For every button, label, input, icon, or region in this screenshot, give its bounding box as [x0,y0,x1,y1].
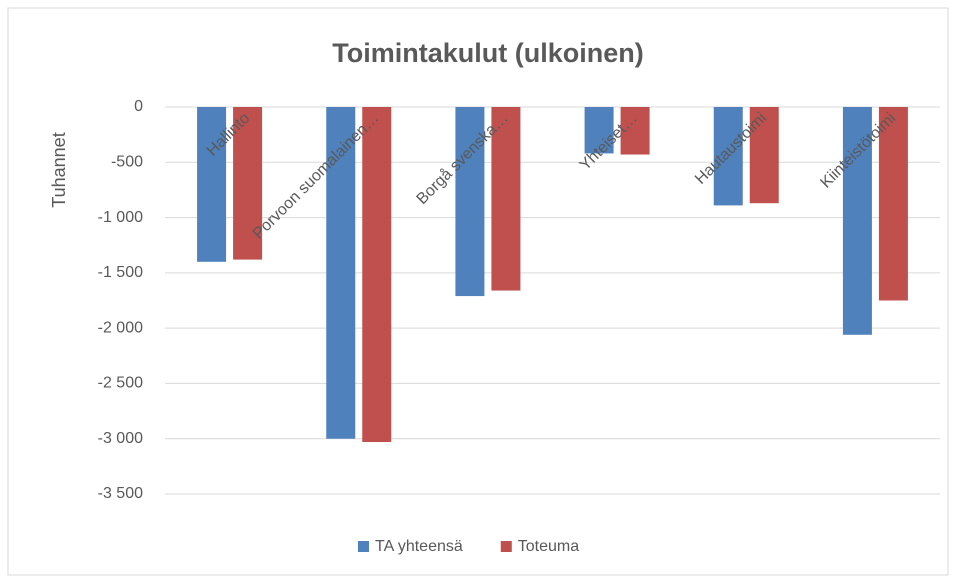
y-tick-label: -1 500 [98,264,143,281]
legend-swatch [500,541,512,552]
y-tick-label: -3 500 [98,485,143,502]
y-tick-label: -2 500 [98,375,143,392]
legend-label: Toteuma [518,538,579,555]
legend-swatch [358,541,369,552]
bar [620,107,650,155]
y-tick-label: -2 000 [98,319,143,336]
bar [584,107,614,154]
y-tick-label: -500 [111,154,143,171]
bar [842,107,872,335]
chart-title: Toimintakulut (ulkoinen) [332,38,643,68]
bar [233,107,263,260]
bar [362,107,392,443]
bar [455,107,485,297]
y-tick-label: -3 000 [98,430,143,447]
bar [197,107,227,262]
bar [749,107,779,204]
bar [491,107,521,291]
bar [878,107,908,301]
bar [326,107,356,439]
y-tick-label: 0 [134,98,143,115]
y-tick-label: -1 000 [98,209,143,226]
bar [713,107,743,206]
legend-label: TA yhteensä [375,538,463,555]
y-axis-label: Tuhannet [49,132,69,207]
